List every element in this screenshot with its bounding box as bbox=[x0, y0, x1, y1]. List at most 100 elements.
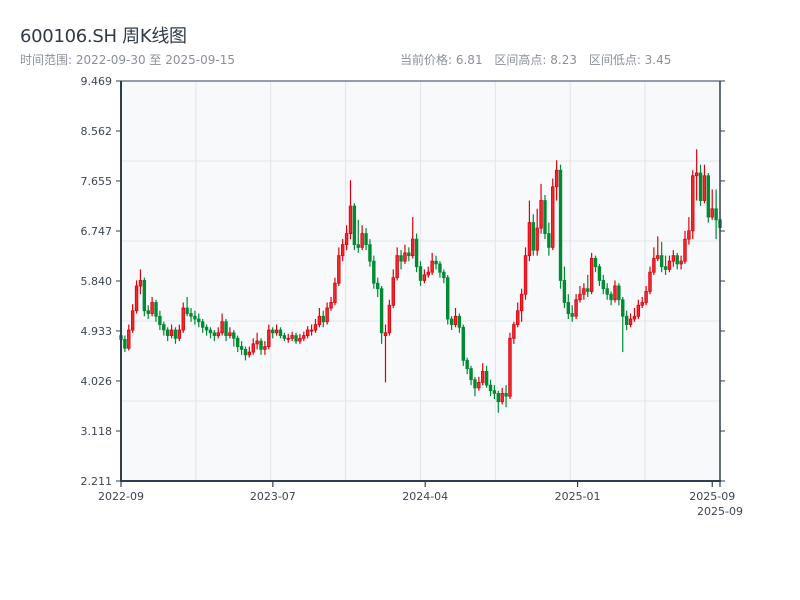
candle-down bbox=[562, 280, 567, 303]
candle-up bbox=[255, 340, 259, 345]
candle-up bbox=[298, 337, 302, 342]
x-tick-label: 2025-09 bbox=[697, 505, 743, 518]
candle-up bbox=[395, 255, 399, 279]
candle-up bbox=[648, 271, 652, 292]
candle-down bbox=[189, 313, 193, 317]
candle-down bbox=[609, 293, 613, 301]
candle-down bbox=[162, 324, 166, 331]
candle-down bbox=[597, 266, 602, 281]
candle-up bbox=[516, 310, 520, 325]
candle-down bbox=[442, 271, 446, 279]
candle-up bbox=[247, 351, 252, 356]
date-range-label: 时间范围: 2022-09-30 至 2025-09-15 bbox=[20, 53, 235, 67]
candle-up bbox=[523, 255, 528, 295]
candle-down bbox=[566, 302, 571, 314]
candle-up bbox=[329, 302, 333, 309]
candle-down bbox=[543, 200, 547, 235]
y-tick-label: 8.562 bbox=[81, 125, 113, 138]
x-tick-label: 2025-01 bbox=[555, 490, 601, 503]
candle-down bbox=[379, 288, 384, 334]
candle-down bbox=[146, 310, 150, 314]
candle-down bbox=[212, 332, 217, 336]
candle-up bbox=[411, 238, 415, 257]
candle-down bbox=[484, 370, 489, 386]
candle-up bbox=[216, 332, 220, 336]
candle-up bbox=[134, 285, 139, 312]
candle-up bbox=[138, 280, 143, 287]
chart-title: 600106.SH 周K线图 bbox=[20, 26, 187, 47]
candle-up bbox=[360, 233, 364, 248]
candle-down bbox=[294, 335, 298, 342]
candle-up bbox=[274, 329, 279, 334]
candle-down bbox=[558, 169, 563, 281]
candle-up bbox=[679, 260, 683, 265]
candle-down bbox=[504, 393, 508, 397]
candle-up bbox=[453, 315, 458, 325]
candle-up bbox=[430, 260, 434, 273]
candle-up bbox=[306, 329, 310, 336]
candle-up bbox=[309, 329, 314, 332]
candle-up bbox=[671, 255, 676, 262]
candle-up bbox=[169, 329, 174, 336]
candle-down bbox=[364, 233, 368, 246]
candle-down bbox=[496, 393, 500, 403]
candle-down bbox=[488, 384, 493, 392]
y-tick-label: 5.840 bbox=[81, 275, 113, 288]
candle-up bbox=[551, 186, 555, 248]
candle-up bbox=[702, 175, 707, 201]
y-tick-label: 4.026 bbox=[81, 375, 113, 388]
current-price: 当前价格: 6.81 bbox=[400, 53, 483, 67]
candle-up bbox=[333, 282, 337, 303]
candle-down bbox=[142, 280, 147, 312]
candle-down bbox=[663, 266, 668, 270]
candle-down bbox=[321, 315, 325, 323]
x-tick-label: 2024-04 bbox=[402, 490, 448, 503]
candle-up bbox=[181, 307, 185, 331]
candle-up bbox=[691, 175, 695, 232]
candle-down bbox=[659, 255, 664, 268]
candle-down bbox=[154, 302, 158, 317]
candle-down bbox=[123, 339, 127, 349]
candle-down bbox=[208, 329, 213, 334]
range-high: 区间高点: 8.23 bbox=[494, 53, 577, 67]
range-low: 区间低点: 3.45 bbox=[588, 53, 672, 67]
candle-down bbox=[531, 222, 535, 251]
candle-down bbox=[449, 318, 454, 325]
candle-down bbox=[457, 315, 462, 328]
candle-up bbox=[613, 285, 617, 301]
candle-down bbox=[698, 172, 703, 201]
candle-up bbox=[341, 244, 345, 257]
candle-up bbox=[683, 238, 687, 262]
candle-up bbox=[127, 329, 131, 349]
y-tick-label: 2.211 bbox=[81, 475, 113, 488]
candle-up bbox=[130, 310, 135, 331]
candle-up bbox=[267, 329, 271, 347]
candle-down bbox=[243, 348, 248, 356]
candle-down bbox=[407, 252, 411, 257]
candle-up bbox=[519, 293, 524, 312]
candle-down bbox=[193, 315, 197, 320]
candle-down bbox=[465, 359, 469, 370]
candle-down bbox=[282, 335, 287, 339]
candle-up bbox=[290, 335, 294, 339]
candle-up bbox=[535, 227, 539, 251]
candle-down bbox=[232, 332, 236, 339]
candle-down bbox=[605, 288, 609, 295]
candle-down bbox=[624, 315, 629, 325]
candle-up bbox=[150, 302, 154, 314]
candle-up bbox=[652, 258, 656, 273]
candle-up bbox=[628, 318, 633, 325]
y-tick-label: 7.655 bbox=[81, 175, 113, 188]
candle-down bbox=[461, 326, 465, 361]
y-tick-label: 6.747 bbox=[81, 225, 113, 238]
candle-down bbox=[368, 244, 372, 262]
candle-up bbox=[694, 172, 699, 177]
candle-down bbox=[434, 260, 438, 265]
candle-up bbox=[317, 315, 322, 325]
candle-down bbox=[185, 307, 189, 314]
candle-down bbox=[158, 315, 162, 325]
candle-up bbox=[313, 324, 318, 331]
candle-down bbox=[438, 263, 442, 273]
candle-down bbox=[173, 329, 178, 339]
